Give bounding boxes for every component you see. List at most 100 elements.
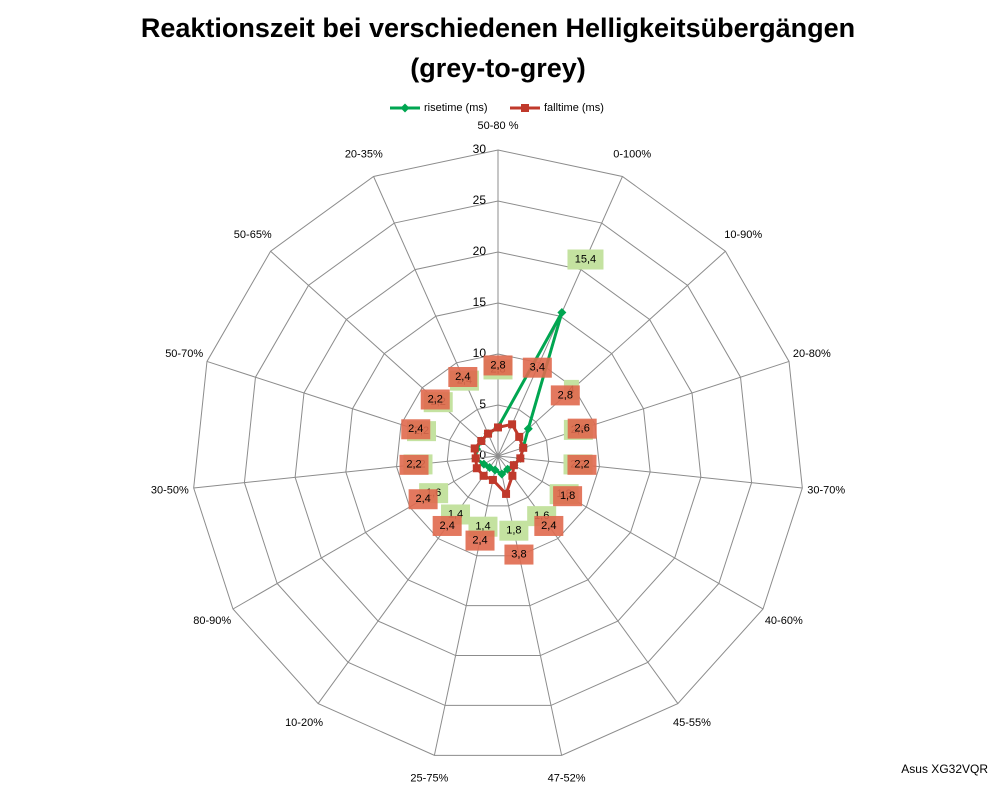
spoke <box>270 250 499 457</box>
legend-label: risetime (ms) <box>424 102 488 114</box>
data-label-bg <box>432 515 462 536</box>
data-label: 15,4 <box>575 253 596 265</box>
point <box>471 454 480 463</box>
data-label-bg <box>499 520 529 541</box>
grid-line <box>396 353 600 557</box>
point <box>508 471 517 480</box>
category-label: 50-65% <box>234 229 272 241</box>
data-label-bg <box>408 489 438 510</box>
spoke <box>497 250 726 457</box>
category-label: 10-20% <box>285 717 323 729</box>
category-label: 30-50% <box>151 484 189 496</box>
spoke <box>497 455 764 610</box>
y-tick-label: 25 <box>473 193 487 207</box>
grid-line <box>193 149 803 756</box>
legend: risetime (ms) falltime (ms) <box>390 102 604 114</box>
y-tick-label: 30 <box>473 142 487 156</box>
data-label-bg <box>483 355 513 376</box>
data-label: 2,2 <box>574 459 589 471</box>
category-label: 20-80% <box>793 348 831 360</box>
point <box>523 424 533 434</box>
legend-marker <box>400 103 410 113</box>
data-label: 3,4 <box>530 362 545 374</box>
y-tick-label: 15 <box>473 295 487 309</box>
data-label: 2,8 <box>490 359 505 371</box>
chart-title: (grey-to-grey) <box>410 53 586 83</box>
point <box>519 443 528 452</box>
grid-line <box>294 251 702 657</box>
data-label: 2,4 <box>415 493 430 505</box>
point <box>503 464 513 474</box>
category-label: 47-52% <box>548 773 586 785</box>
data-label-bg <box>504 544 534 565</box>
point <box>470 444 479 453</box>
data-label-bg <box>567 418 597 439</box>
point <box>557 308 567 318</box>
grid-line <box>345 302 651 607</box>
data-label-bg <box>522 357 552 378</box>
data-label: 2,4 <box>440 520 455 532</box>
spoke <box>373 176 499 457</box>
point <box>508 420 517 429</box>
category-label: 20-35% <box>345 148 383 160</box>
point <box>477 436 486 445</box>
data-label: 2,4 <box>472 534 487 546</box>
data-label-bg <box>399 454 429 475</box>
data-label-bg <box>420 389 450 410</box>
y-tick-label: 20 <box>473 244 487 258</box>
data-label: 2,6 <box>575 423 590 435</box>
data-label-bg <box>550 385 580 406</box>
annotation: Asus XG32VQR <box>901 762 988 776</box>
category-label: 25-75% <box>410 773 448 785</box>
data-label-bg <box>448 366 478 387</box>
data-label: 1,8 <box>560 490 575 502</box>
point <box>479 459 489 469</box>
category-label: 0-100% <box>613 148 651 160</box>
category-label: 50-80 % <box>478 120 519 132</box>
y-tick-label: 5 <box>479 397 486 411</box>
y-tick-label: 10 <box>473 346 487 360</box>
spoke <box>317 455 499 704</box>
data-label: 2,8 <box>558 389 573 401</box>
category-label: 50-70% <box>165 348 203 360</box>
data-label: 1,8 <box>506 525 521 537</box>
point <box>494 423 502 432</box>
spoke <box>497 455 803 489</box>
point <box>497 469 507 479</box>
data-label: 1,4 <box>475 521 490 533</box>
point <box>488 475 497 484</box>
spoke <box>232 455 499 610</box>
data-label: 2,4 <box>455 371 470 383</box>
series-line <box>474 311 564 476</box>
data-label-bg <box>465 530 495 551</box>
y-tick-label: 0 <box>479 448 486 462</box>
category-label: 45-55% <box>673 717 711 729</box>
data-label: 2,2 <box>428 393 443 405</box>
point <box>509 461 518 470</box>
point <box>485 463 495 473</box>
data-label: 3,8 <box>511 548 526 560</box>
data-label: 2,4 <box>408 423 423 435</box>
category-label: 30-70% <box>807 484 845 496</box>
category-label: 10-90% <box>724 229 762 241</box>
point <box>515 432 524 441</box>
point <box>472 464 481 473</box>
point <box>479 471 488 480</box>
category-label: 40-60% <box>765 615 803 627</box>
legend-marker <box>521 104 529 112</box>
spoke <box>433 455 499 756</box>
data-label-bg <box>567 249 604 270</box>
legend-label: falltime (ms) <box>544 102 604 114</box>
grid-line <box>243 200 753 706</box>
spoke <box>497 360 790 457</box>
point <box>484 429 493 438</box>
point <box>502 489 511 498</box>
data-label: 2,4 <box>541 520 556 532</box>
grid-line <box>446 404 550 507</box>
spoke <box>497 455 563 756</box>
spoke <box>497 455 679 704</box>
data-label-bg <box>553 486 583 507</box>
spoke <box>193 455 499 489</box>
data-label: 2,2 <box>406 459 421 471</box>
